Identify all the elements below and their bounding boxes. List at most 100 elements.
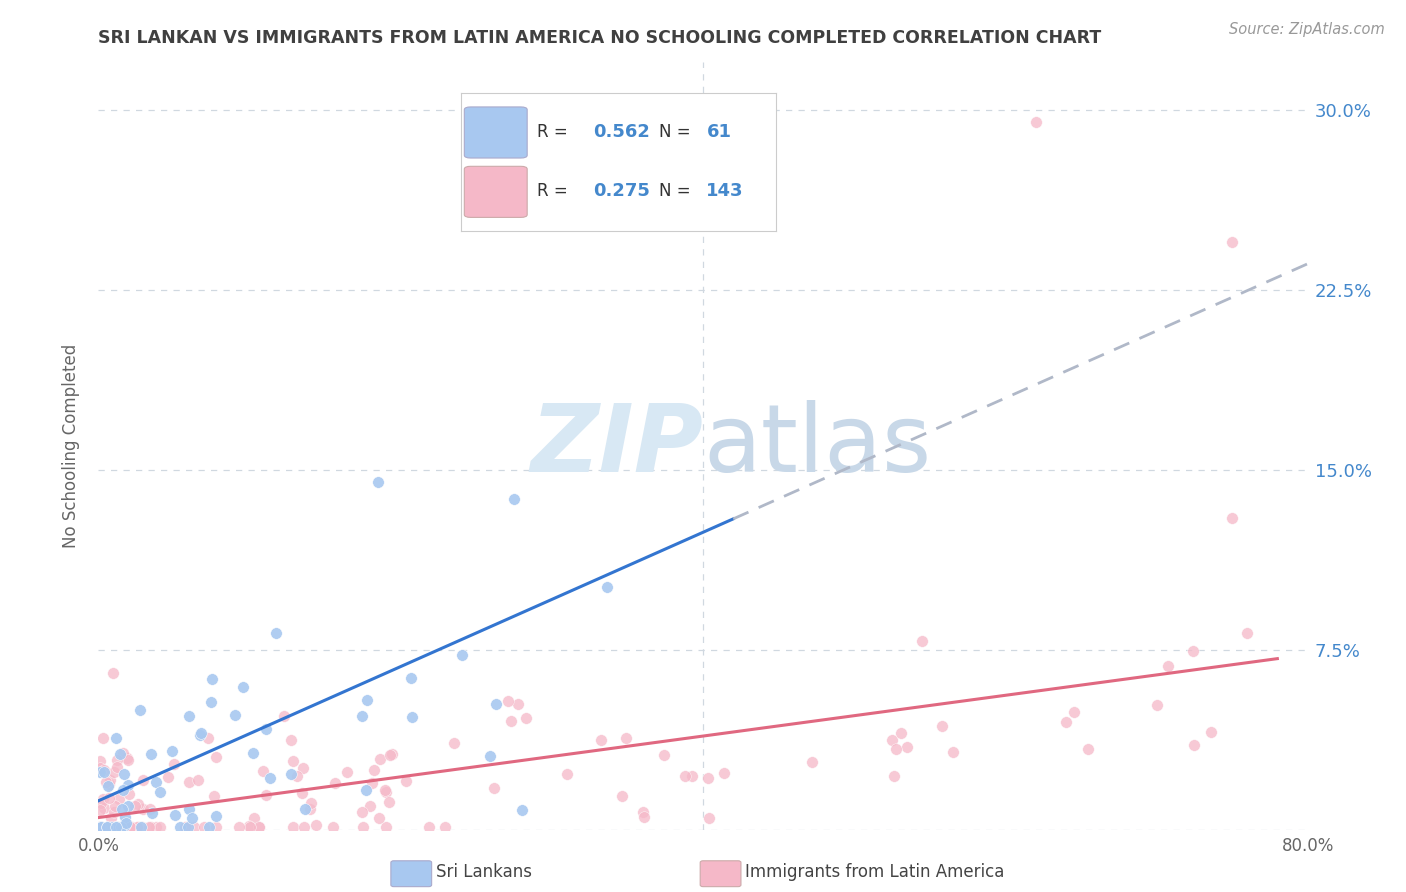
Point (93, 765, 115, 780)
Point (138, 820, 160, 834)
Point (368, 752, 391, 766)
Point (201, 672, 224, 686)
Y-axis label: No Schooling Completed: No Schooling Completed (62, 344, 80, 548)
Point (228, 820, 250, 834)
Point (157, 770, 180, 784)
Point (105, 820, 128, 834)
Point (114, 818, 136, 832)
Point (254, 723, 277, 737)
Point (114, 809, 136, 823)
Point (94, 774, 117, 789)
Point (131, 820, 153, 834)
Point (89, 820, 111, 834)
Point (138, 802, 160, 816)
Point (259, 771, 281, 785)
Point (242, 746, 264, 760)
Point (374, 782, 396, 797)
Point (681, 768, 703, 782)
Point (205, 809, 228, 823)
Point (89, 820, 111, 834)
Point (256, 788, 278, 802)
Point (177, 709, 200, 723)
Point (183, 820, 205, 834)
Text: Immigrants from Latin America: Immigrants from Latin America (745, 863, 1004, 881)
Point (336, 764, 359, 779)
Point (374, 785, 396, 799)
Point (356, 693, 378, 707)
Point (180, 811, 202, 825)
Point (381, 747, 404, 761)
Point (104, 820, 127, 834)
Point (596, 581, 619, 595)
Point (1157, 658, 1180, 673)
Point (378, 747, 401, 762)
Point (252, 764, 274, 778)
Point (224, 708, 246, 723)
Point (198, 820, 221, 834)
Point (202, 789, 225, 803)
Point (118, 820, 141, 834)
Point (148, 820, 170, 834)
Point (367, 475, 389, 489)
Point (89, 820, 111, 834)
Point (110, 820, 132, 834)
Point (105, 820, 128, 834)
Text: Sri Lankans: Sri Lankans (436, 863, 531, 881)
Point (90, 820, 112, 834)
Point (434, 820, 457, 834)
Point (110, 747, 132, 762)
Point (100, 772, 122, 787)
Point (110, 820, 132, 834)
Point (323, 775, 346, 789)
Point (188, 728, 211, 742)
Point (145, 775, 167, 789)
Point (350, 805, 373, 820)
Point (205, 820, 228, 834)
Point (232, 680, 254, 694)
Point (631, 805, 654, 819)
Point (292, 820, 315, 834)
Point (890, 726, 912, 740)
Point (98, 819, 121, 833)
Point (247, 820, 270, 834)
Point (174, 820, 197, 834)
Point (141, 805, 163, 820)
Point (450, 648, 472, 662)
Point (103, 764, 125, 779)
Point (361, 776, 384, 790)
Point (503, 491, 526, 506)
Point (1024, 115, 1046, 129)
Point (612, 789, 634, 803)
Point (510, 804, 533, 818)
Point (280, 766, 302, 780)
Point (298, 802, 321, 816)
Point (131, 772, 153, 787)
Point (145, 820, 167, 834)
Point (96, 820, 118, 834)
Point (104, 798, 127, 813)
Point (190, 726, 212, 740)
Point (697, 811, 720, 825)
Point (115, 816, 138, 830)
Point (110, 820, 132, 834)
Point (499, 714, 522, 729)
Point (352, 820, 374, 834)
Point (591, 733, 613, 747)
Point (713, 765, 735, 780)
Point (179, 802, 201, 816)
Point (96, 820, 118, 834)
Text: ZIP: ZIP (530, 400, 703, 492)
Point (204, 750, 226, 764)
Point (105, 820, 128, 834)
Point (121, 820, 143, 834)
Point (131, 802, 153, 816)
Point (103, 805, 125, 820)
Point (111, 746, 134, 760)
Point (942, 746, 965, 760)
Point (120, 820, 142, 834)
Point (882, 733, 904, 747)
Point (1201, 725, 1223, 739)
Text: Source: ZipAtlas.com: Source: ZipAtlas.com (1229, 22, 1385, 37)
Point (169, 820, 191, 834)
Point (104, 820, 127, 834)
